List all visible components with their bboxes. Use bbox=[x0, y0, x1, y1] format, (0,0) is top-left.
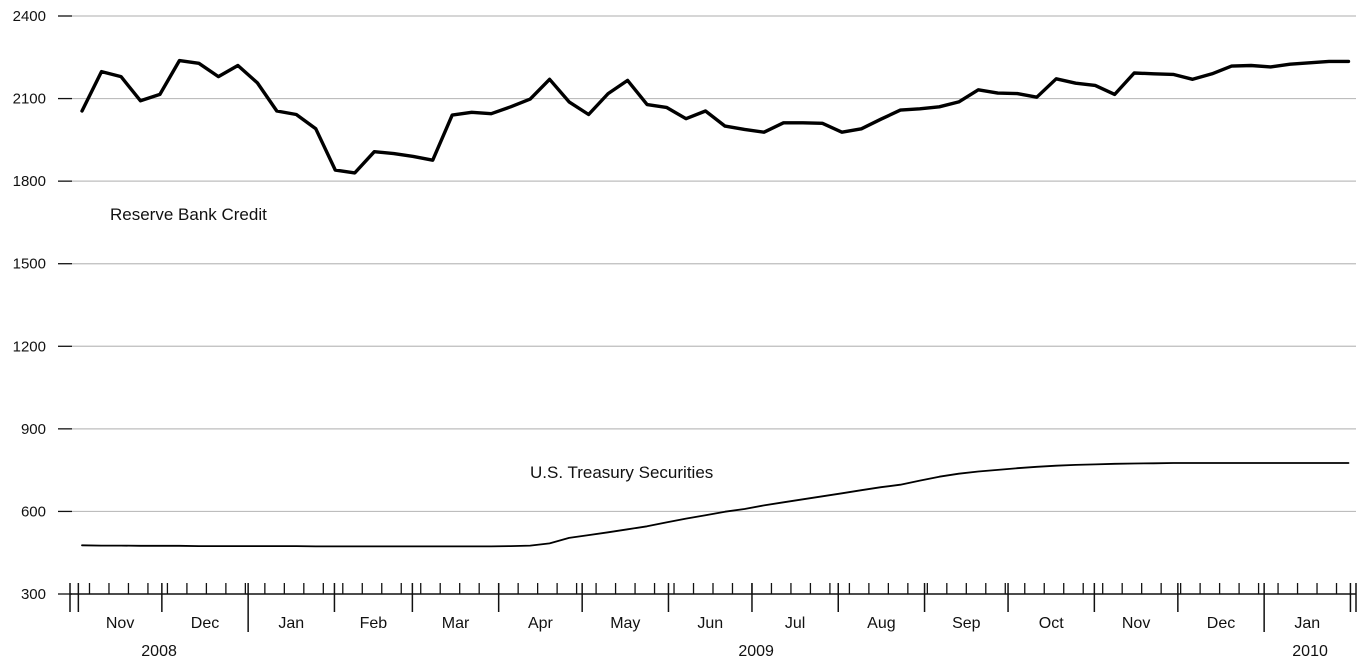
x-month-label: Oct bbox=[1039, 615, 1064, 632]
x-month-label: Jan bbox=[1294, 615, 1320, 632]
y-tick-label: 600 bbox=[21, 503, 46, 520]
grid-layer bbox=[72, 15, 1356, 513]
y-axis: 300 600 900 1200 1500 1800 2100 2400 bbox=[13, 8, 72, 603]
y-tick-label: 900 bbox=[21, 421, 46, 438]
x-month-label: Nov bbox=[1122, 615, 1150, 632]
series-label-treasury-securities: U.S. Treasury Securities bbox=[530, 463, 713, 482]
y-tick-label: 1800 bbox=[13, 173, 46, 190]
y-tick-label: 2400 bbox=[13, 8, 46, 25]
y-tick-label: 1500 bbox=[13, 256, 46, 273]
series-layer bbox=[80, 58, 1351, 548]
x-year-label: 2009 bbox=[738, 643, 774, 660]
x-month-label: Dec bbox=[1207, 615, 1235, 632]
x-month-label: Mar bbox=[442, 615, 470, 632]
x-month-label: Jan bbox=[278, 615, 304, 632]
x-year-label: 2010 bbox=[1292, 643, 1328, 660]
x-month-label: Dec bbox=[191, 615, 219, 632]
x-month-label: Apr bbox=[528, 615, 554, 632]
y-tick-label: 2100 bbox=[13, 91, 46, 108]
y-tick-label: 1200 bbox=[13, 338, 46, 355]
series-line-treasury-securities bbox=[81, 462, 1350, 548]
series-line-reserve-bank-credit bbox=[80, 58, 1351, 175]
y-tick-label: 300 bbox=[21, 586, 46, 603]
x-month-label: Jul bbox=[785, 615, 805, 632]
x-month-label: Sep bbox=[952, 615, 981, 632]
x-month-label: Aug bbox=[867, 615, 895, 632]
x-month-label: Jun bbox=[697, 615, 723, 632]
x-axis: Nov Dec Jan Feb Mar Apr May Jun Jul Aug Sep Oct Nov D… bbox=[69, 583, 1357, 660]
x-year-label: 2008 bbox=[141, 643, 177, 660]
x-month-label: Feb bbox=[360, 615, 388, 632]
x-month-label: Nov bbox=[106, 615, 134, 632]
series-label-reserve-bank-credit: Reserve Bank Credit bbox=[110, 205, 267, 224]
x-month-label: May bbox=[610, 615, 640, 632]
